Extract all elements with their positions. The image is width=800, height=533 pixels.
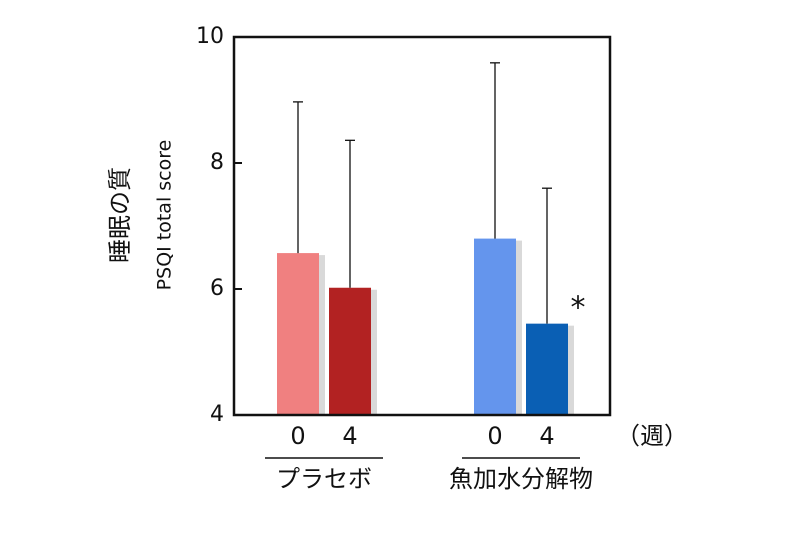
significance-marks: * xyxy=(571,291,586,326)
x-week-labels: 0 4 0 4 xyxy=(290,422,554,450)
error-bars xyxy=(293,62,552,324)
group-label: 魚加水分解物 xyxy=(449,465,593,493)
bars xyxy=(277,238,568,415)
significance-mark: * xyxy=(571,291,586,326)
y-tick-label: 8 xyxy=(210,150,224,175)
y-tick-label: 6 xyxy=(210,276,224,301)
y-axis-ticks xyxy=(234,36,242,416)
bar xyxy=(329,287,371,415)
y-tick-label: 4 xyxy=(210,402,224,427)
bar xyxy=(277,253,319,415)
plot-frame xyxy=(232,35,612,417)
week-label: 0 xyxy=(290,422,305,450)
bar xyxy=(526,323,568,415)
bar xyxy=(474,238,516,415)
group-label: プラセボ xyxy=(276,465,372,493)
week-label: 4 xyxy=(539,422,554,450)
y-tick-label: 10 xyxy=(196,24,224,49)
y-axis-label-sub: PSQI total score xyxy=(154,140,176,291)
group-labels: プラセボ 魚加水分解物 xyxy=(276,465,593,493)
y-axis-tick-labels: 4 6 8 10 xyxy=(196,24,224,427)
y-axis-label-main: 睡眠の質 xyxy=(106,167,134,263)
week-label: 0 xyxy=(487,422,502,450)
week-label: 4 xyxy=(342,422,357,450)
x-unit-label: （週） xyxy=(616,422,688,450)
